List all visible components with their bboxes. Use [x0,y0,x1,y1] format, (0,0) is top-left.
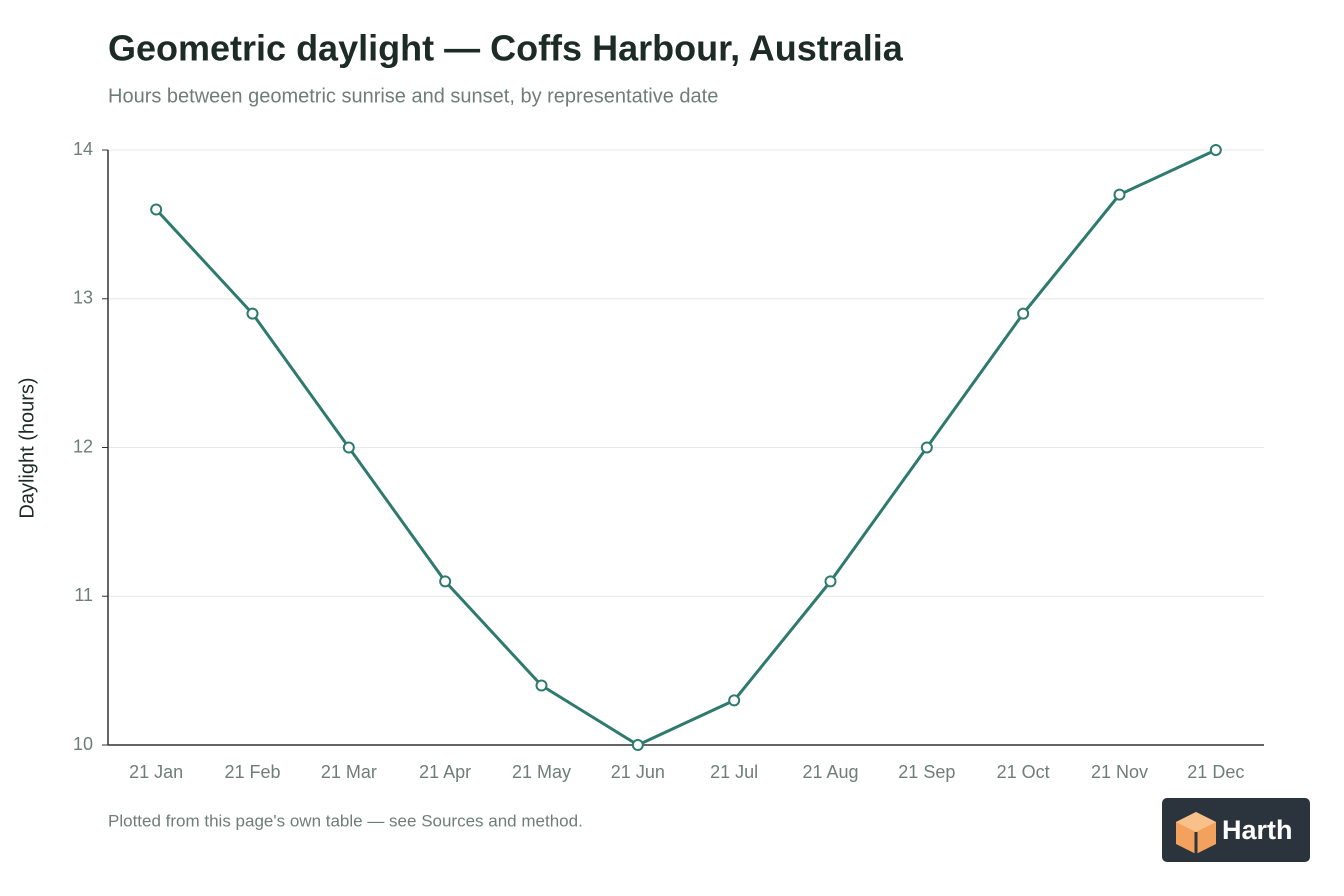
data-point [1017,307,1030,320]
data-point [631,739,644,751]
chart-subtitle: Hours between geometric sunrise and suns… [108,85,718,107]
x-tick-label: 21 Jan [129,762,183,782]
data-point [246,307,259,320]
chart-title: Geometric daylight — Coffs Harbour, Aust… [108,28,904,69]
data-point [439,575,452,588]
x-tick-label: 21 Nov [1091,762,1148,782]
x-tick-label: 21 May [512,762,571,782]
x-tick-label: 21 Mar [321,762,377,782]
x-tick-label: 21 Feb [224,762,280,782]
x-tick-label: 21 Dec [1187,762,1244,782]
y-tick-label: 14 [73,139,93,159]
data-point [535,679,548,692]
data-point [150,203,163,216]
data-line [155,148,1217,747]
data-point [1209,144,1222,156]
y-tick-label: 12 [73,436,93,456]
logo-text: Harth [1222,815,1293,845]
data-point [728,694,741,707]
x-tick-label: 21 Oct [997,762,1050,782]
y-tick-label: 13 [73,288,93,308]
x-tick-label: 21 Apr [419,762,471,782]
brand-logo: Harth [1162,798,1310,862]
x-tick-label: 21 Sep [898,762,955,782]
y-axis-label: Daylight (hours) [16,377,38,518]
data-point [920,441,933,454]
x-tick-label: 21 Jun [611,762,665,782]
logo-cube-top [1176,812,1216,832]
data-point [342,441,355,454]
data-point [1113,188,1126,201]
data-point [824,575,837,588]
x-tick-label: 21 Aug [802,762,858,782]
footnote: Plotted from this page's own table — see… [108,811,583,830]
x-tick-label: 21 Jul [710,762,758,782]
y-tick-label: 11 [74,585,93,605]
y-tick-label: 10 [73,734,93,754]
